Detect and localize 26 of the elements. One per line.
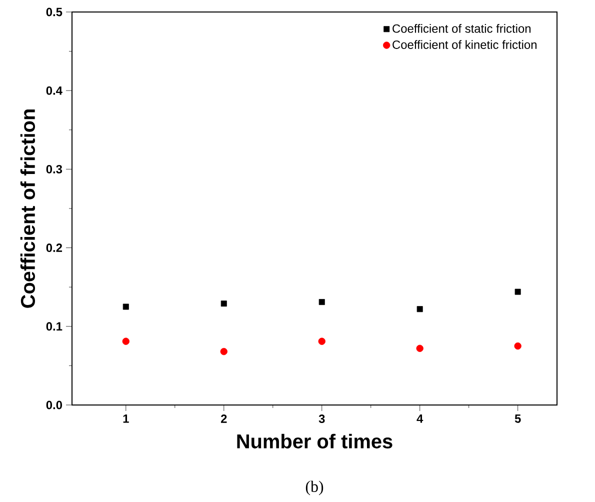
point (416, 344, 424, 352)
point (416, 306, 423, 312)
x-tick-label: 4 (416, 414, 424, 423)
x-tick-label: 2 (220, 414, 227, 423)
y-tick-label: 0.5 (46, 8, 62, 16)
y-tick-label: 0.1 (46, 322, 62, 331)
legend-label: Coefficient of static friction (392, 24, 531, 33)
point (122, 304, 129, 310)
x-tick-label: 1 (123, 414, 129, 423)
point (220, 348, 228, 356)
y-tick-label: 0.3 (46, 164, 62, 174)
y-tick-label: 0.2 (46, 244, 62, 252)
x-tick-label: 3 (318, 414, 325, 423)
text: (b) (306, 480, 324, 496)
legend-label: Coefficient of kinetic friction (392, 40, 536, 49)
point (318, 338, 326, 345)
y-axis-title: Coefficient of friction (20, 110, 36, 308)
x-axis-title: Number of times (237, 434, 392, 448)
x-tick-label: 5 (514, 414, 521, 423)
point (514, 342, 522, 350)
point (514, 288, 521, 295)
point (122, 338, 130, 345)
point (318, 299, 325, 306)
y-tick-label: 0.0 (46, 400, 62, 410)
y-tick-label: 0.4 (46, 86, 62, 95)
point (220, 300, 227, 307)
